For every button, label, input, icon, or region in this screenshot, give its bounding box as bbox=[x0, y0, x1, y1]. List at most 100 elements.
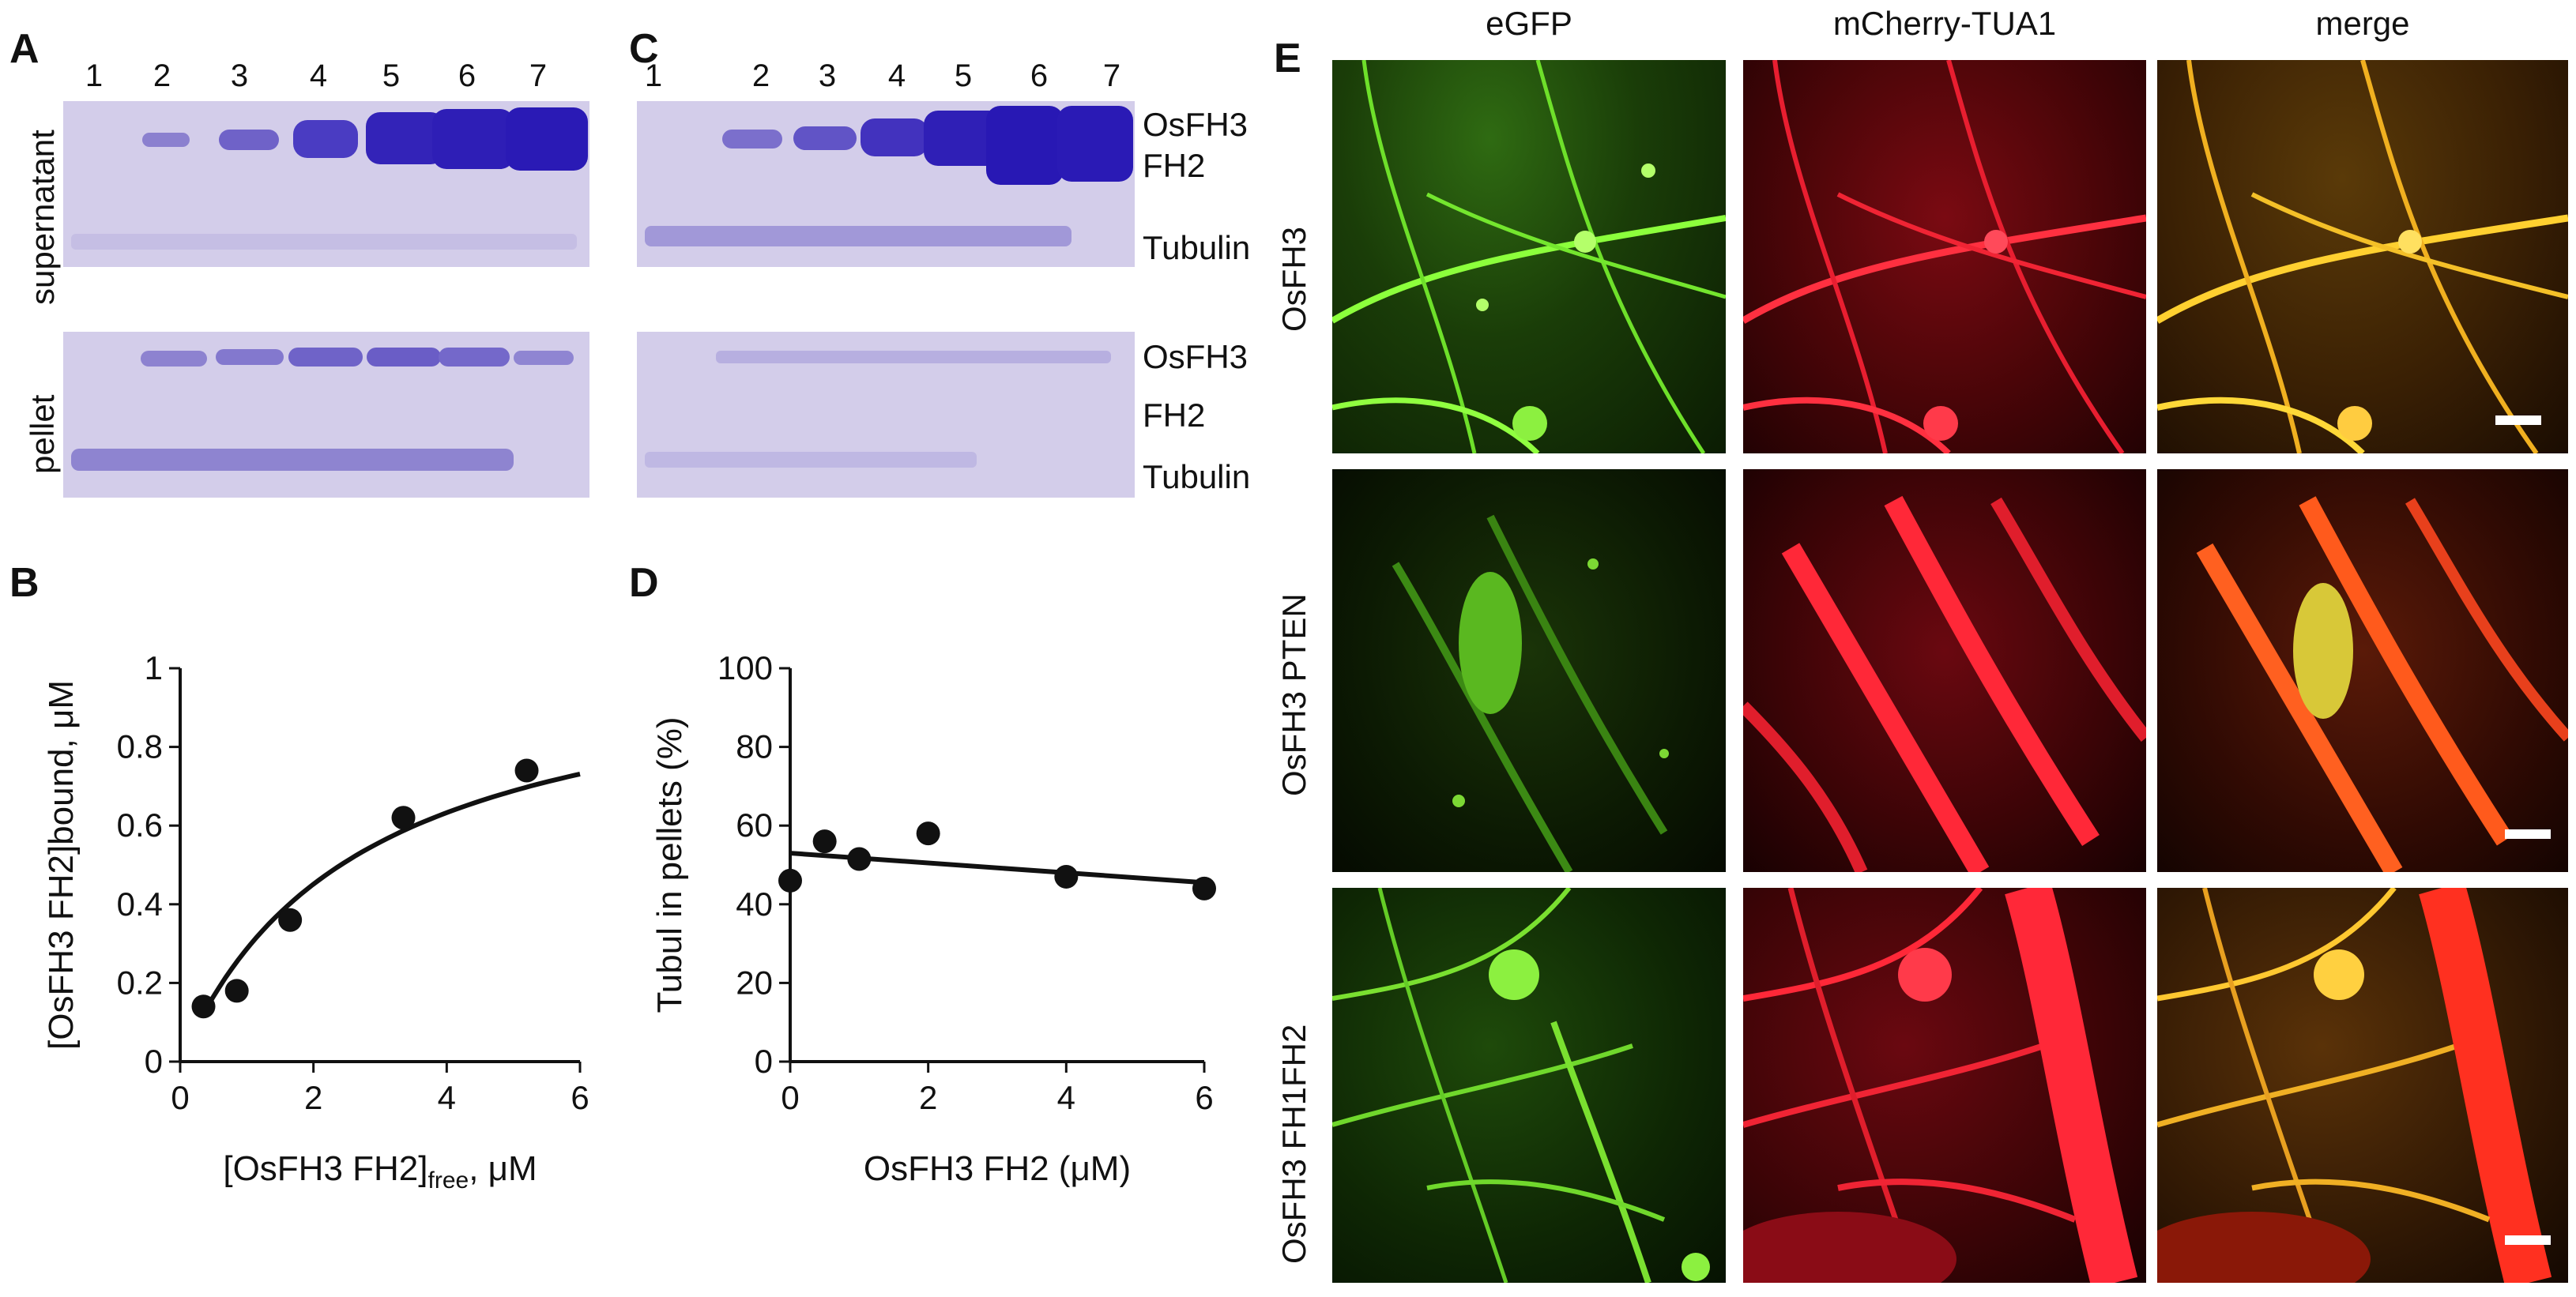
scale-bar bbox=[2505, 1235, 2551, 1245]
column-header-merge: merge bbox=[2315, 5, 2410, 42]
x-tick-label: 6 bbox=[571, 1079, 589, 1116]
micrograph-osfh3-pten-mcherry bbox=[1743, 469, 2146, 872]
gel-a-pellet bbox=[63, 332, 589, 498]
band bbox=[716, 351, 1111, 363]
band bbox=[432, 109, 514, 169]
lane-number: 1 bbox=[644, 58, 663, 93]
band bbox=[514, 351, 574, 365]
y-tick-label: 0 bbox=[145, 1043, 163, 1080]
panel-label-d: D bbox=[629, 560, 659, 606]
y-tick-label: 100 bbox=[717, 649, 773, 686]
data-point bbox=[1192, 876, 1216, 900]
row-label-pellet: pellet bbox=[24, 394, 61, 474]
band-label-tubulin: Tubulin bbox=[1143, 229, 1251, 266]
micrograph-osfh3-pten-egfp bbox=[1332, 469, 1726, 872]
lane-number: 1 bbox=[85, 58, 104, 93]
band bbox=[71, 234, 577, 250]
data-point bbox=[778, 868, 802, 893]
y-tick-label: 0 bbox=[755, 1043, 773, 1080]
data-point bbox=[1054, 864, 1079, 889]
gel-c-pellet bbox=[637, 332, 1135, 498]
chart-d: 0 20 40 60 80 100 0 2 4 6 OsFH3 FH2 (μM) Tubul in p… bbox=[650, 649, 1216, 1188]
micrograph-osfh3-egfp bbox=[1332, 60, 1726, 453]
micrograph-osfh3-fh1fh2-merge bbox=[2157, 888, 2568, 1283]
fit-line bbox=[205, 771, 581, 1009]
lane-number: 4 bbox=[309, 58, 328, 93]
row-label-osfh3: OsFH3 bbox=[1275, 226, 1312, 332]
micrograph-osfh3-merge bbox=[2157, 60, 2568, 453]
lane-numbers-a: 1 2 3 4 5 6 7 bbox=[71, 58, 593, 98]
data-point bbox=[278, 908, 303, 932]
x-tick-label: 2 bbox=[919, 1079, 937, 1116]
lane-number: 4 bbox=[887, 58, 906, 93]
band bbox=[439, 348, 510, 367]
y-tick-label: 0.6 bbox=[117, 806, 163, 844]
micrograph-osfh3-fh1fh2-egfp bbox=[1332, 888, 1726, 1283]
band bbox=[366, 112, 445, 164]
band bbox=[71, 449, 514, 471]
band bbox=[645, 452, 977, 468]
y-axis-label: [OsFH3 FH2]bound, μM bbox=[42, 680, 81, 1050]
lane-number: 5 bbox=[954, 58, 973, 93]
data-point bbox=[847, 847, 872, 871]
band bbox=[722, 130, 782, 148]
panel-label-e: E bbox=[1274, 36, 1301, 81]
scale-bar bbox=[2505, 829, 2551, 839]
micrograph-osfh3-pten-merge bbox=[2157, 469, 2568, 872]
x-tick-label: 6 bbox=[1195, 1079, 1213, 1116]
band bbox=[219, 130, 279, 150]
x-tick-label: 4 bbox=[438, 1079, 456, 1116]
band bbox=[216, 349, 284, 365]
band bbox=[793, 126, 857, 150]
band bbox=[645, 226, 1071, 246]
column-header-egfp: eGFP bbox=[1486, 5, 1572, 42]
lane-number: 6 bbox=[458, 58, 476, 93]
lane-numbers-c: 1 2 3 4 5 6 7 bbox=[640, 58, 1130, 98]
band bbox=[861, 118, 928, 156]
chart-b: 0 0.2 0.4 0.6 0.8 1 0 2 4 6 [OsFH3 FH2]free, μM [Os… bbox=[42, 649, 589, 1194]
micrograph-osfh3-fh1fh2-mcherry bbox=[1743, 888, 2146, 1283]
band-label-fh2: FH2 bbox=[1143, 147, 1206, 184]
gel-a-supernatant bbox=[63, 101, 589, 267]
scale-bar bbox=[2495, 415, 2541, 425]
micrograph-osfh3-mcherry bbox=[1743, 60, 2146, 453]
data-point bbox=[514, 758, 539, 783]
x-axis-label: OsFH3 FH2 (μM) bbox=[864, 1149, 1131, 1188]
data-point bbox=[812, 829, 837, 854]
panel-label-a: A bbox=[9, 26, 40, 72]
lane-number: 6 bbox=[1030, 58, 1049, 93]
column-header-mcherry: mCherry-TUA1 bbox=[1832, 5, 2057, 42]
band-label-fh2-pellet: FH2 bbox=[1143, 397, 1206, 434]
band-label-osfh3: OsFH3 bbox=[1143, 106, 1248, 143]
x-tick-label: 4 bbox=[1057, 1079, 1075, 1116]
y-tick-label: 60 bbox=[736, 806, 773, 844]
gel-c-supernatant bbox=[637, 101, 1135, 267]
y-axis-label: Tubul in pellets (%) bbox=[650, 717, 689, 1013]
y-tick-label: 80 bbox=[736, 728, 773, 765]
x-tick-label: 2 bbox=[304, 1079, 322, 1116]
band bbox=[288, 348, 363, 367]
band bbox=[293, 120, 358, 158]
band-label-osfh3-pellet: OsFH3 bbox=[1143, 338, 1248, 375]
x-axis-label: [OsFH3 FH2]free, μM bbox=[223, 1149, 537, 1194]
y-tick-label: 40 bbox=[736, 885, 773, 923]
lane-number: 5 bbox=[382, 58, 401, 93]
lane-number: 7 bbox=[1102, 58, 1121, 93]
lane-number: 3 bbox=[818, 58, 837, 93]
lane-number: 7 bbox=[529, 58, 548, 93]
lane-number: 2 bbox=[751, 58, 770, 93]
band bbox=[367, 348, 441, 367]
x-tick-label: 0 bbox=[171, 1079, 189, 1116]
x-tick-label: 0 bbox=[781, 1079, 799, 1116]
band bbox=[1057, 106, 1133, 182]
panel-label-c: C bbox=[629, 26, 659, 72]
y-tick-label: 1 bbox=[145, 649, 163, 686]
row-label-osfh3-fh1fh2: OsFH3 FH1FH2 bbox=[1275, 1024, 1312, 1264]
band bbox=[142, 133, 190, 147]
data-point bbox=[916, 821, 940, 846]
lane-number: 3 bbox=[230, 58, 249, 93]
y-tick-label: 0.2 bbox=[117, 964, 163, 1001]
data-point bbox=[391, 806, 416, 830]
lane-number: 2 bbox=[153, 58, 171, 93]
band bbox=[141, 351, 207, 367]
